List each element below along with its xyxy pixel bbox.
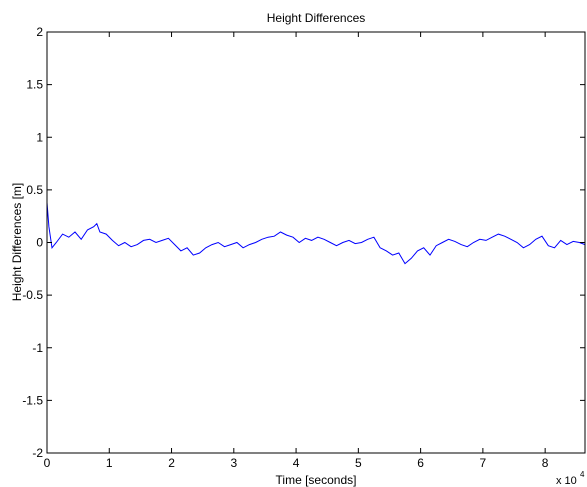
y-tick-label: -1 <box>32 341 43 355</box>
y-tick-label: -0.5 <box>22 288 43 302</box>
y-axis-label: Height Differences [m] <box>10 183 24 302</box>
x-tick-label: 2 <box>168 456 175 470</box>
y-tick-label: 0.5 <box>26 183 43 197</box>
y-axis-ticks: -2 -1.5 -1 -0.5 0 0.5 1 1.5 2 <box>22 25 585 460</box>
y-tick-label: 0 <box>36 236 43 250</box>
x-tick-label: 0 <box>44 456 51 470</box>
chart-title: Height Differences <box>267 11 366 25</box>
series-line <box>46 202 586 265</box>
x-tick-label: 3 <box>230 456 237 470</box>
chart-marks <box>46 202 586 265</box>
x-tick-label: 1 <box>106 456 113 470</box>
y-tick-label: -1.5 <box>22 393 43 407</box>
y-tick-label: -2 <box>32 446 43 460</box>
y-tick-label: 2 <box>36 25 43 39</box>
x-tick-label: 4 <box>293 456 300 470</box>
plot-background <box>47 32 585 453</box>
x-axis-exponent-power: 4 <box>580 470 585 479</box>
x-axis-ticks: 0 1 2 3 4 5 6 7 8 <box>44 32 549 470</box>
y-tick-label: 1 <box>36 130 43 144</box>
x-tick-label: 7 <box>480 456 487 470</box>
x-axis-exponent-base: x 10 <box>556 475 577 487</box>
x-tick-label: 6 <box>417 456 424 470</box>
x-axis-label: Time [seconds] <box>276 473 357 487</box>
x-tick-label: 5 <box>355 456 362 470</box>
y-tick-label: 1.5 <box>26 78 43 92</box>
x-tick-label: 8 <box>542 456 549 470</box>
